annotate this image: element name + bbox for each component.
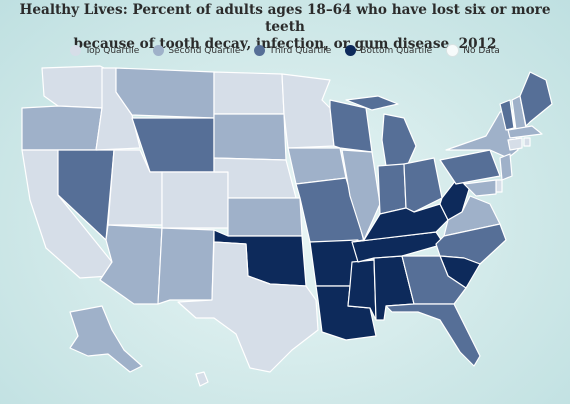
state-delaware (495, 179, 503, 193)
state-pennsylvania (439, 149, 501, 185)
state-minnesota (281, 73, 335, 149)
state-alaska (69, 305, 143, 373)
state-vermont (499, 99, 515, 131)
legend-item-second: Second Quartile (153, 44, 240, 57)
title-line-2: because of tooth decay, infection, or gu… (73, 36, 497, 52)
state-massachusetts (507, 125, 543, 139)
state-hawaii (195, 371, 209, 387)
state-michigan-upper (345, 95, 399, 111)
legend-item-bottom: Bottom Quartile (345, 44, 432, 57)
state-south-dakota (213, 113, 287, 161)
legend-swatch-bottom (345, 45, 357, 56)
map-title: Healthy Lives: Percent of adults ages 18… (0, 2, 570, 53)
state-new-mexico (157, 227, 215, 305)
title-line-1: Healthy Lives: Percent of adults ages 18… (19, 2, 551, 35)
legend-item-third: Third Quartile (254, 44, 331, 57)
legend-label-top: Top Quartile (85, 45, 140, 56)
state-connecticut (507, 137, 523, 151)
legend-swatch-second (153, 45, 165, 56)
legend-swatch-third (254, 45, 266, 56)
state-florida (385, 303, 481, 367)
state-ohio (403, 157, 443, 213)
legend-item-top: Top Quartile (70, 44, 139, 57)
state-rhode-island (523, 137, 531, 147)
state-north-dakota (213, 71, 285, 115)
legend-item-nodata: No Data (446, 44, 500, 57)
legend-label-nodata: No Data (463, 45, 500, 56)
state-maine (519, 71, 553, 127)
state-illinois (341, 149, 381, 241)
state-maryland (463, 179, 497, 197)
state-montana (115, 67, 215, 119)
legend-swatch-nodata (446, 44, 460, 57)
state-michigan (381, 113, 417, 167)
state-oregon (21, 105, 103, 151)
legend-label-bottom: Bottom Quartile (360, 45, 433, 56)
state-new-jersey (499, 153, 513, 181)
legend-swatch-top (70, 45, 82, 56)
state-colorado (161, 171, 229, 229)
state-texas (177, 241, 319, 373)
us-map (21, 65, 553, 387)
legend: Top Quartile Second Quartile Third Quart… (0, 44, 570, 57)
state-kansas (227, 197, 303, 237)
state-washington (41, 65, 109, 109)
legend-label-third: Third Quartile (269, 45, 332, 56)
legend-label-second: Second Quartile (168, 45, 241, 56)
state-indiana (377, 163, 407, 215)
